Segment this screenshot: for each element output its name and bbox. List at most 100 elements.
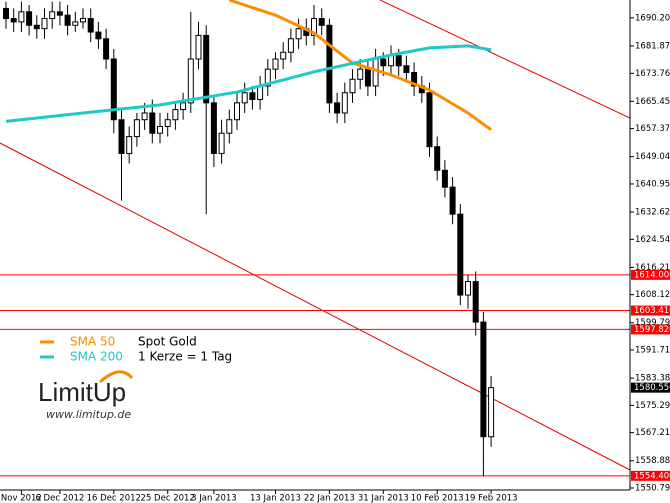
axes: 1690.200 1681.870 1673.765 1665.455 1657.370… <box>1 13 670 503</box>
level-label-box <box>631 305 670 316</box>
candle-body <box>264 68 271 87</box>
trend-line <box>0 142 630 471</box>
candle-body <box>133 119 140 138</box>
candle-body <box>33 24 40 30</box>
candle-body <box>3 7 9 20</box>
candle-body <box>364 68 371 87</box>
candle-body <box>49 11 56 20</box>
logo-url: www.limitup.de <box>46 408 131 421</box>
logo-swoosh <box>98 370 134 384</box>
candle-body <box>318 18 325 26</box>
y-tick-label: 1616.210 <box>635 263 670 273</box>
candle-body <box>449 186 456 215</box>
y-tick-label: 1583.380 <box>635 374 670 384</box>
candle-body <box>349 78 356 94</box>
x-tick-label: Nov 2012 <box>1 494 42 503</box>
x-tick-label: 3 Jan 2013 <box>191 494 237 503</box>
candle-body <box>118 119 125 154</box>
candle-body <box>41 18 48 30</box>
x-tick-label: 25 Dec 2012 <box>141 494 195 503</box>
candle-body <box>180 102 187 111</box>
sma-line <box>5 44 492 123</box>
level-label-box <box>631 470 670 481</box>
candle-body <box>103 38 110 60</box>
x-tick-label: 10 Feb 2013 <box>411 494 464 503</box>
candle-body <box>10 18 17 23</box>
candle-body <box>457 213 464 296</box>
candle-body <box>249 92 256 100</box>
candle-body <box>441 169 448 188</box>
sma-lines <box>5 0 492 132</box>
level-label: 1603.410 <box>634 306 670 316</box>
candle-body <box>18 11 25 23</box>
y-tick-label: 1575.295 <box>635 401 670 411</box>
candle-body <box>295 28 302 40</box>
candle-body <box>203 34 210 104</box>
candle-body <box>395 55 402 67</box>
candle-body <box>372 58 379 87</box>
y-tick-label: 1599.795 <box>635 318 670 328</box>
y-tick-label: 1550.795 <box>635 483 670 493</box>
y-tick-label: 1558.880 <box>635 456 670 466</box>
candle-body <box>141 112 148 121</box>
candle-body <box>110 58 117 121</box>
candle-body <box>326 24 333 104</box>
x-tick-label: 19 Feb 2013 <box>465 494 518 503</box>
y-tick-label: 1567.210 <box>635 428 670 438</box>
y-tick-label: 1690.200 <box>635 13 670 23</box>
y-tick-label: 1665.455 <box>635 97 670 107</box>
current-price-box <box>631 382 670 393</box>
y-tick-label: 1681.870 <box>635 41 670 51</box>
candle-body <box>480 321 487 438</box>
y-tick-label: 1624.540 <box>635 235 670 245</box>
candle-body <box>241 92 248 104</box>
legend-label: SMA 200 <box>70 350 123 364</box>
candle-body <box>157 125 163 134</box>
sma-line <box>228 0 492 132</box>
candle-body <box>287 38 294 53</box>
candle-body <box>434 146 441 171</box>
candle-body <box>311 18 317 36</box>
candle-body <box>210 102 217 154</box>
candle-body <box>218 132 225 154</box>
candle-body <box>72 21 79 26</box>
trend-lines <box>0 0 630 471</box>
x-tick-label: 6 Dec 2012 <box>35 494 84 503</box>
candle-body <box>87 18 94 33</box>
candle-body <box>357 68 364 80</box>
level-label-box <box>631 269 670 280</box>
level-label-box <box>631 324 670 335</box>
levels: 1614.000 1603.410 1597.820 1554.400 1580.550 <box>0 269 670 481</box>
candle-body <box>149 112 156 134</box>
candle-body <box>280 51 287 60</box>
y-tick-label: 1632.625 <box>635 208 670 218</box>
candle-body <box>172 109 179 121</box>
logo: LimitUp <box>38 377 126 407</box>
x-tick-label: 13 Jan 2013 <box>250 494 301 503</box>
candle-body <box>234 102 240 121</box>
candle-body <box>272 58 279 70</box>
y-tick-label: 1640.955 <box>635 179 670 189</box>
x-tick-label: 22 Jan 2013 <box>304 494 355 503</box>
candle-body <box>80 18 86 23</box>
level-label: 1554.400 <box>634 471 670 481</box>
candle-body <box>226 119 233 134</box>
candle-body <box>64 14 71 26</box>
y-tick-label: 1657.370 <box>635 124 670 134</box>
candle-body <box>95 31 102 40</box>
y-tick-label: 1608.125 <box>635 290 670 300</box>
candle-body <box>56 11 63 16</box>
candle-body <box>334 102 341 114</box>
candle-body <box>426 92 433 148</box>
annotation: Spot Gold <box>138 335 197 349</box>
annotation: 1 Kerze = 1 Tag <box>138 350 232 364</box>
candle-body <box>26 11 33 26</box>
trend-line <box>379 0 630 119</box>
candle-body <box>164 119 171 127</box>
y-tick-label: 1649.040 <box>635 152 670 162</box>
candle-body <box>411 72 418 87</box>
legend-label: SMA 50 <box>70 335 115 349</box>
